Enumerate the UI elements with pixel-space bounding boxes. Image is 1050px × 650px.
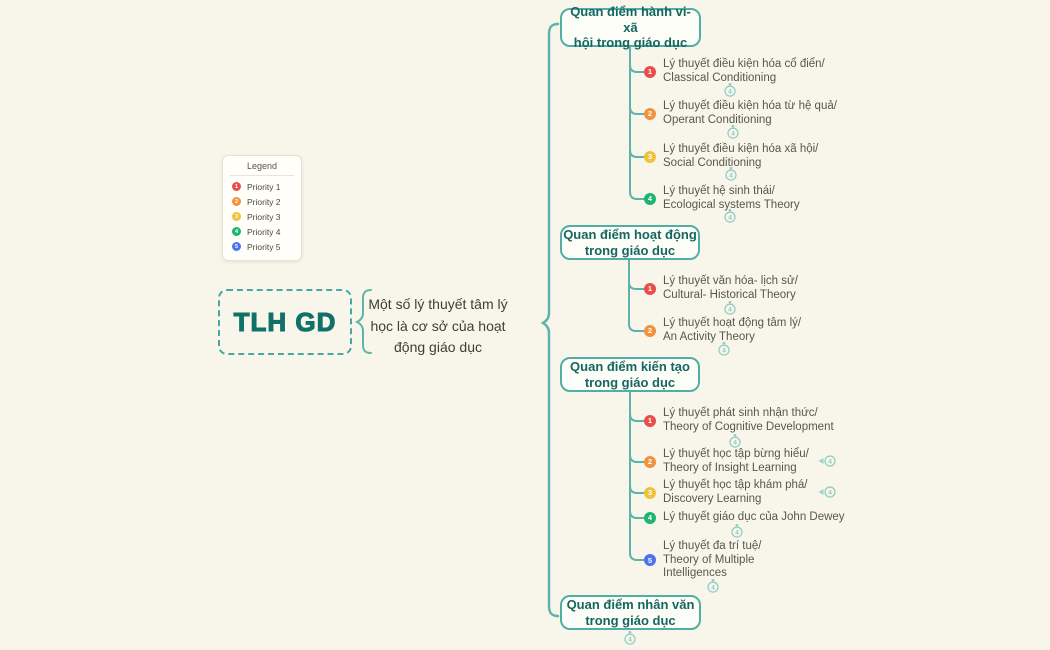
legend-label: Priority 1 bbox=[247, 181, 281, 192]
mindmap-item[interactable]: 3 Lý thuyết học tập khám phá/ Discovery … bbox=[644, 479, 807, 506]
mindmap-item[interactable]: 1 Lý thuyết điều kiện hóa cổ điển/ Class… bbox=[644, 58, 825, 85]
priority-3-icon[interactable]: 3 bbox=[644, 150, 656, 163]
legend-item: 3 Priority 3 bbox=[223, 209, 301, 224]
item-label: Lý thuyết học tập khám phá/ Discovery Le… bbox=[663, 479, 808, 505]
priority-5-icon[interactable]: 5 bbox=[644, 554, 656, 567]
main-brace bbox=[540, 22, 560, 618]
item-label: Lý thuyết điều kiện hóa xã hội/ Social C… bbox=[663, 143, 819, 169]
branch-topic-label: Quan điểm hoạt động trong giáo dục bbox=[563, 227, 697, 258]
priority-4-icon[interactable]: 4 bbox=[644, 511, 656, 524]
branch-topic-humanistic[interactable]: Quan điểm nhân văn trong giáo dục bbox=[560, 595, 701, 630]
branch-topic-label: Quan điểm kiến tạo trong giáo dục bbox=[570, 359, 690, 390]
legend-item: 5 Priority 5 bbox=[223, 239, 301, 254]
svg-text:4: 4 bbox=[728, 89, 732, 96]
item-label: Lý thuyết đa trí tuệ/ Theory of Multiple… bbox=[663, 540, 762, 579]
branch-topic-label: Quan điểm hành vi- xã hội trong giáo dục bbox=[570, 4, 691, 51]
svg-text:4: 4 bbox=[735, 530, 739, 537]
item-label: Lý thuyết văn hóa- lịch sử/ Cultural- Hi… bbox=[663, 275, 798, 301]
svg-text:4: 4 bbox=[722, 348, 726, 355]
mindmap-item[interactable]: 1 Lý thuyết phát sinh nhận thức/ Theory … bbox=[644, 407, 834, 434]
svg-text:4: 4 bbox=[733, 440, 737, 447]
priority-1-icon: 1 bbox=[232, 182, 241, 191]
stopwatch-icon[interactable]: 4 bbox=[731, 524, 744, 539]
priority-2-icon[interactable]: 2 bbox=[644, 324, 656, 337]
svg-text:4: 4 bbox=[728, 307, 732, 314]
stopwatch-icon[interactable]: 4 bbox=[724, 83, 737, 98]
legend-item: 4 Priority 4 bbox=[223, 224, 301, 239]
svg-text:4: 4 bbox=[628, 637, 632, 644]
legend-item: 1 Priority 1 bbox=[223, 179, 301, 194]
branch1-connectors bbox=[629, 46, 646, 200]
collapse-arrow-stopwatch-icon[interactable]: 4 bbox=[818, 455, 837, 468]
item-label: Lý thuyết giáo dục của John Dewey bbox=[663, 511, 845, 523]
mindmap-item[interactable]: 5 Lý thuyết đa trí tuệ/ Theory of Multip… bbox=[644, 540, 761, 581]
legend-panel: Legend 1 Priority 1 2 Priority 2 3 Prior… bbox=[222, 155, 302, 261]
root-topic-label: TLH GD bbox=[233, 306, 337, 337]
stopwatch-icon[interactable]: 4 bbox=[724, 209, 737, 224]
item-label: Lý thuyết hệ sinh thái/ Ecological syste… bbox=[663, 185, 800, 211]
priority-5-icon: 5 bbox=[232, 242, 241, 251]
priority-3-icon[interactable]: 3 bbox=[644, 486, 656, 499]
mindmap-item[interactable]: 2 Lý thuyết điều kiện hóa từ hệ quả/ Ope… bbox=[644, 100, 837, 127]
root-topic[interactable]: TLH GD bbox=[218, 289, 352, 355]
priority-3-icon: 3 bbox=[232, 212, 241, 221]
stopwatch-icon[interactable]: 4 bbox=[727, 125, 740, 140]
item-label: Lý thuyết điều kiện hóa từ hệ quả/ Opera… bbox=[663, 100, 837, 126]
priority-2-icon[interactable]: 2 bbox=[644, 107, 656, 120]
priority-1-icon[interactable]: 1 bbox=[644, 282, 656, 295]
mindmap-item[interactable]: 3 Lý thuyết điều kiện hóa xã hội/ Social… bbox=[644, 143, 818, 170]
stopwatch-icon[interactable]: 4 bbox=[729, 434, 742, 449]
priority-1-icon[interactable]: 1 bbox=[644, 65, 656, 78]
priority-4-icon: 4 bbox=[232, 227, 241, 236]
legend-title: Legend bbox=[246, 160, 278, 171]
item-label: Lý thuyết điều kiện hóa cổ điển/ Classic… bbox=[663, 58, 825, 84]
branch-topic-constructivist[interactable]: Quan điểm kiến tạo trong giáo dục bbox=[560, 357, 700, 392]
svg-text:4: 4 bbox=[731, 131, 735, 138]
stopwatch-icon[interactable]: 4 bbox=[718, 342, 731, 357]
svg-text:4: 4 bbox=[729, 173, 733, 180]
branch-topic-activity[interactable]: Quan điểm hoạt động trong giáo dục bbox=[560, 225, 700, 260]
svg-text:4: 4 bbox=[728, 215, 732, 222]
root-brace bbox=[354, 289, 372, 354]
legend-label: Priority 2 bbox=[247, 196, 281, 207]
item-label: Lý thuyết học tập bừng hiểu/ Theory of I… bbox=[663, 448, 809, 474]
mindmap-item[interactable]: 2 Lý thuyết học tập bừng hiểu/ Theory of… bbox=[644, 448, 809, 475]
priority-2-icon[interactable]: 2 bbox=[644, 455, 656, 468]
branch-topic-label: Quan điểm nhân văn trong giáo dục bbox=[566, 597, 695, 628]
stopwatch-icon[interactable]: 4 bbox=[724, 301, 737, 316]
legend-label: Priority 4 bbox=[247, 226, 281, 237]
stopwatch-icon[interactable]: 4 bbox=[725, 167, 738, 182]
priority-4-icon[interactable]: 4 bbox=[644, 192, 656, 205]
mindmap-item[interactable]: 4 Lý thuyết hệ sinh thái/ Ecological sys… bbox=[644, 185, 800, 212]
branch-topic-behavioral[interactable]: Quan điểm hành vi- xã hội trong giáo dục bbox=[560, 4, 701, 50]
legend-divider bbox=[230, 175, 294, 176]
stopwatch-icon[interactable]: 4 bbox=[624, 631, 637, 646]
mindmap-item[interactable]: 1 Lý thuyết văn hóa- lịch sử/ Cultural- … bbox=[644, 275, 798, 302]
summary-topic[interactable]: Một số lý thuyết tâm lý học là cơ sở của… bbox=[368, 296, 508, 355]
branch3-connectors bbox=[629, 391, 646, 561]
priority-2-icon: 2 bbox=[232, 197, 241, 206]
stopwatch-icon[interactable]: 4 bbox=[707, 579, 720, 594]
priority-1-icon[interactable]: 1 bbox=[644, 414, 656, 427]
svg-text:4: 4 bbox=[711, 585, 715, 592]
mindmap-item[interactable]: 2 Lý thuyết hoạt động tâm lý/ An Activit… bbox=[644, 317, 801, 344]
legend-label: Priority 5 bbox=[247, 241, 281, 252]
mindmap-item[interactable]: 4 Lý thuyết giáo dục của John Dewey bbox=[644, 511, 845, 525]
branch2-connectors bbox=[628, 259, 645, 332]
collapse-arrow-stopwatch-icon[interactable]: 4 bbox=[818, 486, 837, 499]
item-label: Lý thuyết phát sinh nhận thức/ Theory of… bbox=[663, 407, 834, 433]
svg-text:4: 4 bbox=[828, 459, 832, 466]
legend-item: 2 Priority 2 bbox=[223, 194, 301, 209]
item-label: Lý thuyết hoạt động tâm lý/ An Activity … bbox=[663, 317, 802, 343]
legend-label: Priority 3 bbox=[247, 211, 281, 222]
svg-text:4: 4 bbox=[828, 490, 832, 497]
